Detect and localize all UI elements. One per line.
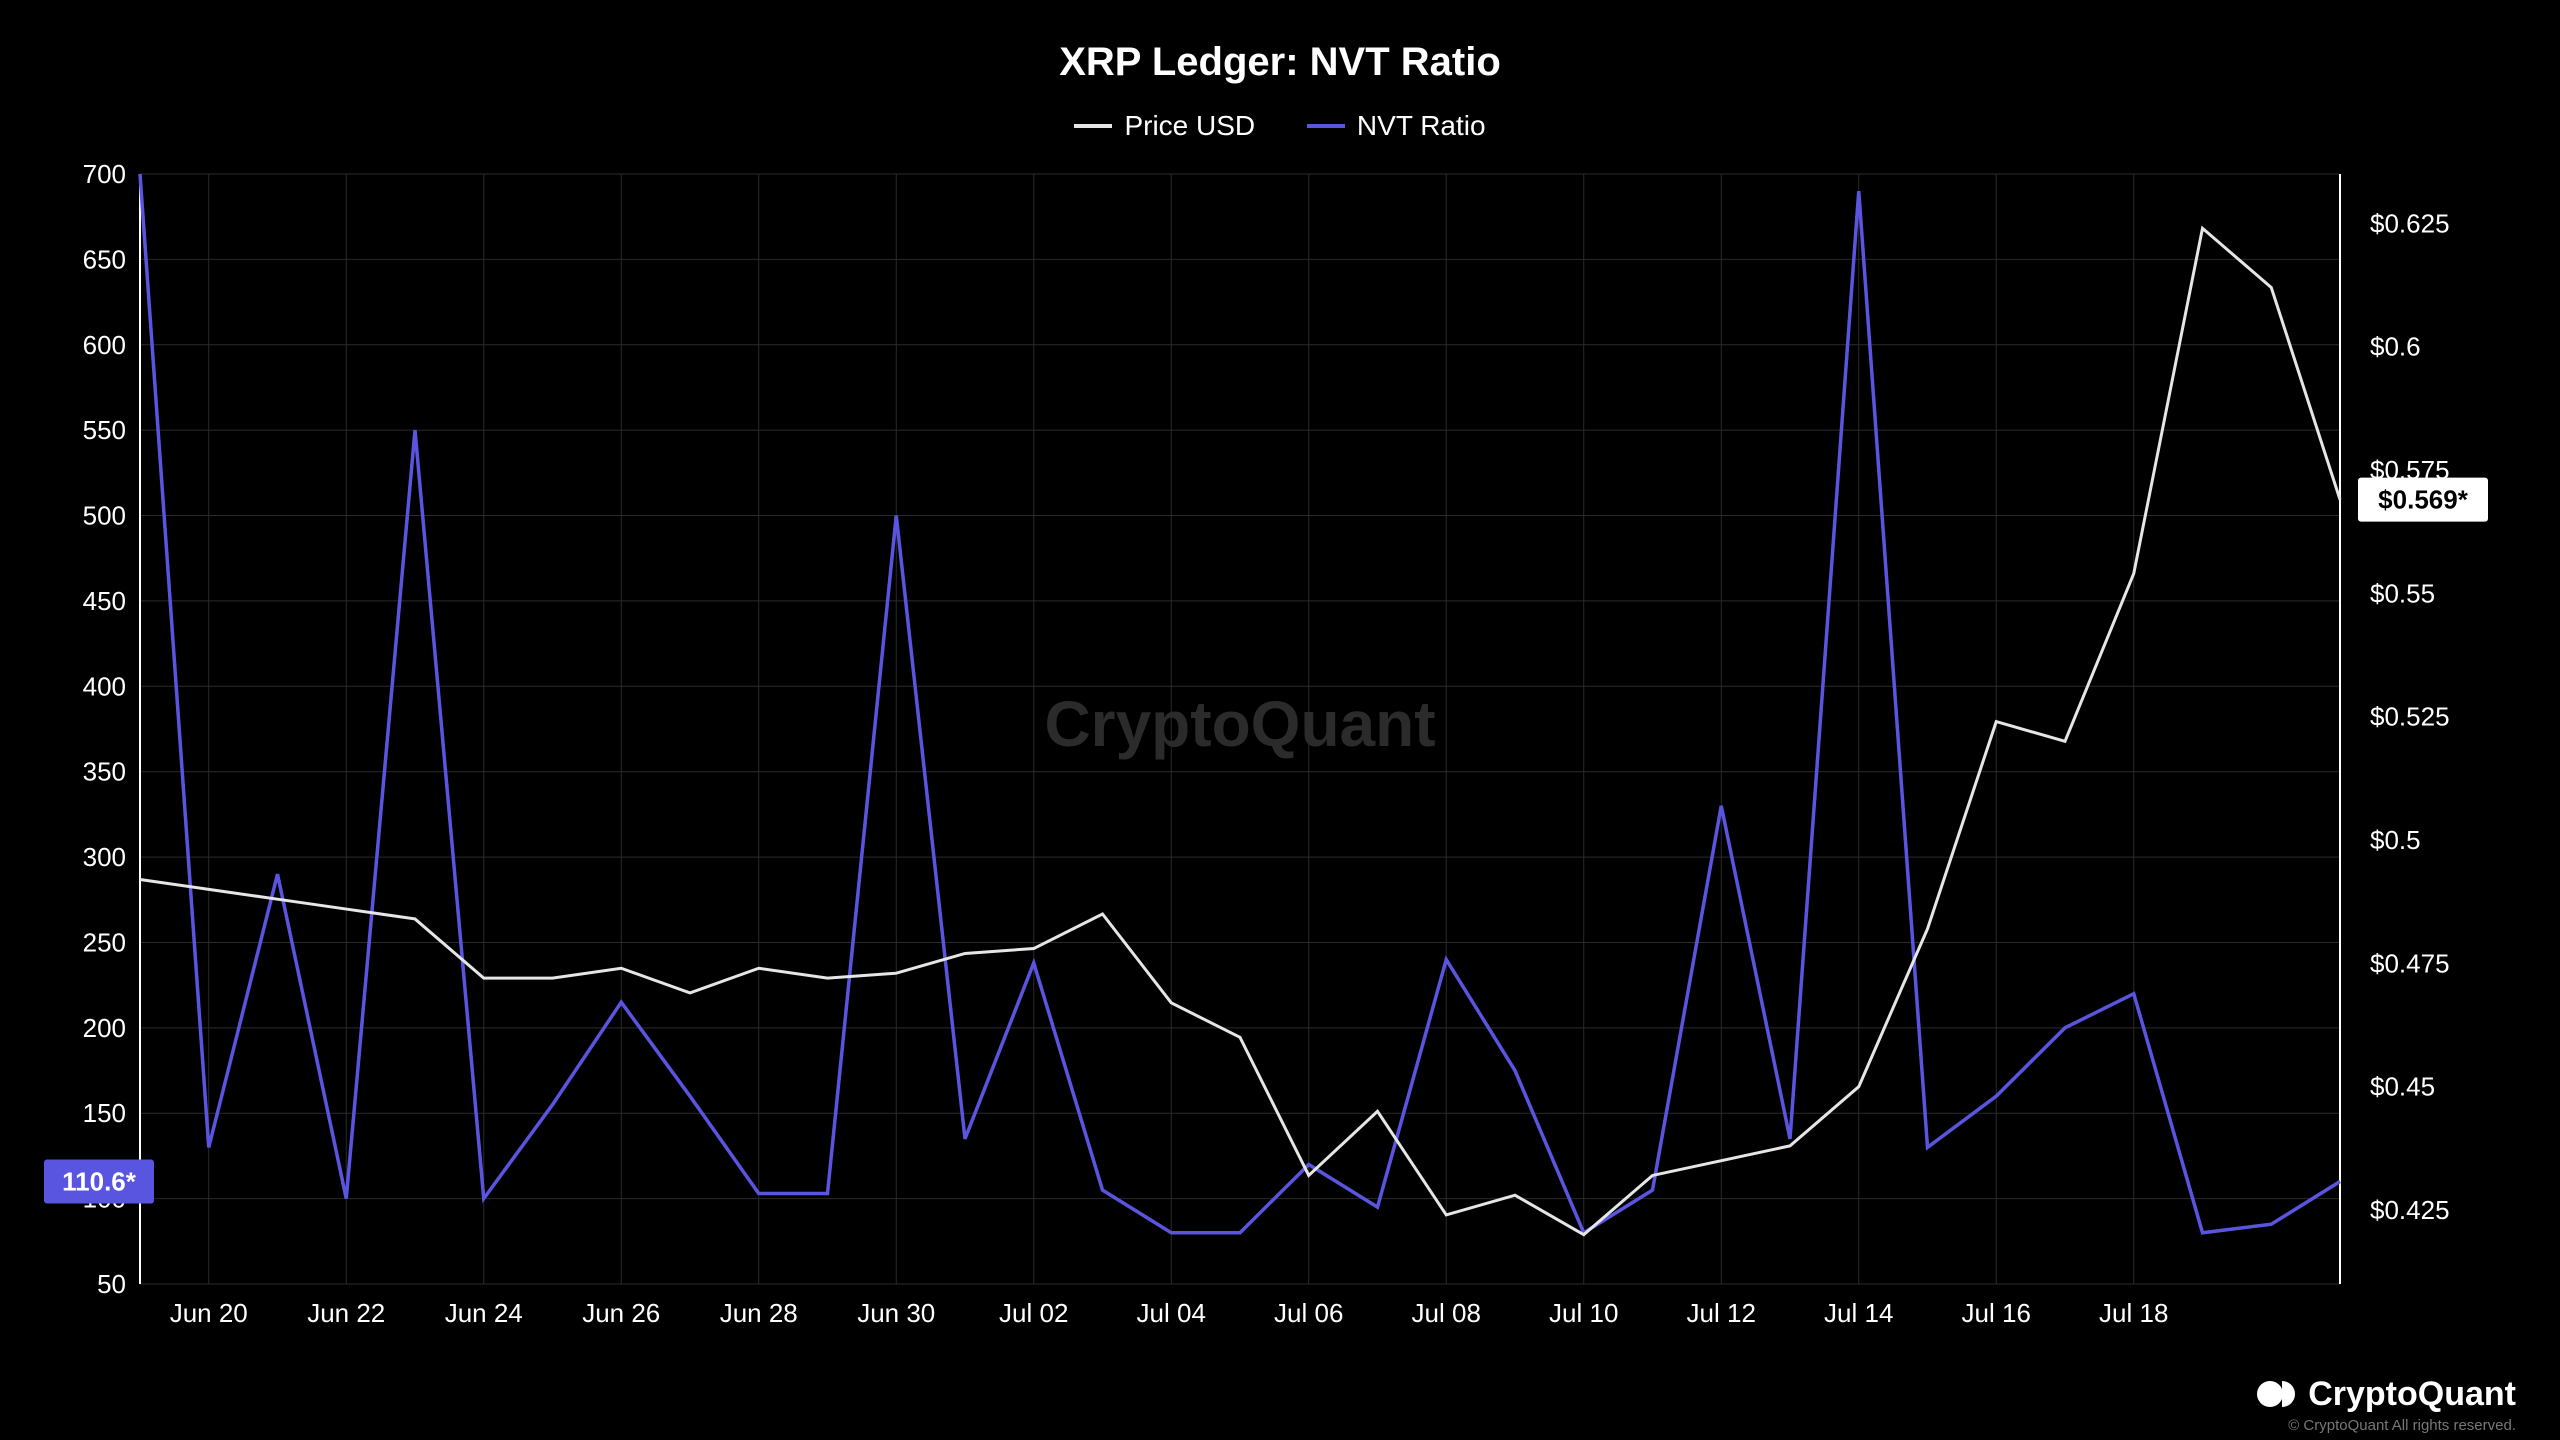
svg-text:$0.625: $0.625 — [2370, 208, 2450, 238]
svg-text:150: 150 — [83, 1098, 126, 1128]
svg-text:Jun 28: Jun 28 — [720, 1298, 798, 1328]
svg-text:$0.55: $0.55 — [2370, 578, 2435, 608]
svg-text:$0.475: $0.475 — [2370, 948, 2450, 978]
svg-text:Jul 02: Jul 02 — [999, 1298, 1068, 1328]
copyright: © CryptoQuant All rights reserved. — [2288, 1417, 2516, 1434]
svg-text:550: 550 — [83, 415, 126, 445]
svg-text:Jul 10: Jul 10 — [1549, 1298, 1618, 1328]
svg-text:110.6*: 110.6* — [62, 1167, 137, 1197]
svg-text:600: 600 — [83, 330, 126, 360]
footer-logo: CryptoQuant — [2256, 1374, 2516, 1414]
svg-text:Jun 24: Jun 24 — [445, 1298, 523, 1328]
legend-label-price: Price USD — [1124, 110, 1255, 142]
svg-text:$0.5: $0.5 — [2370, 825, 2421, 855]
svg-text:700: 700 — [83, 164, 126, 189]
svg-text:Jul 18: Jul 18 — [2099, 1298, 2168, 1328]
svg-text:250: 250 — [83, 927, 126, 957]
svg-text:$0.525: $0.525 — [2370, 702, 2450, 732]
legend-label-nvt: NVT Ratio — [1357, 110, 1486, 142]
plot-area: 5010015020025030035040045050055060065070… — [40, 164, 2520, 1349]
svg-text:Jun 26: Jun 26 — [582, 1298, 660, 1328]
svg-text:500: 500 — [83, 501, 126, 531]
svg-text:Jul 04: Jul 04 — [1137, 1298, 1206, 1328]
legend: Price USD NVT Ratio — [40, 103, 2520, 142]
svg-text:Jul 16: Jul 16 — [1962, 1298, 2031, 1328]
svg-text:Jul 06: Jul 06 — [1274, 1298, 1343, 1328]
svg-text:$0.45: $0.45 — [2370, 1072, 2435, 1102]
svg-text:$0.569*: $0.569* — [2378, 485, 2469, 515]
chart-title: XRP Ledger: NVT Ratio — [40, 40, 2520, 85]
svg-text:$0.425: $0.425 — [2370, 1195, 2450, 1225]
svg-text:Jun 30: Jun 30 — [857, 1298, 935, 1328]
svg-text:450: 450 — [83, 586, 126, 616]
svg-text:Jun 20: Jun 20 — [170, 1298, 248, 1328]
chart-container: XRP Ledger: NVT Ratio Price USD NVT Rati… — [40, 40, 2520, 1380]
svg-text:300: 300 — [83, 842, 126, 872]
svg-text:50: 50 — [97, 1269, 126, 1299]
logo-icon — [2256, 1374, 2296, 1414]
chart-svg: 5010015020025030035040045050055060065070… — [40, 164, 2520, 1344]
legend-item-price: Price USD — [1074, 110, 1255, 142]
svg-text:$0.6: $0.6 — [2370, 332, 2421, 362]
svg-text:CryptoQuant: CryptoQuant — [1044, 688, 1435, 760]
svg-text:Jul 14: Jul 14 — [1824, 1298, 1893, 1328]
svg-text:400: 400 — [83, 671, 126, 701]
svg-text:Jul 08: Jul 08 — [1412, 1298, 1481, 1328]
svg-text:650: 650 — [83, 244, 126, 274]
svg-text:200: 200 — [83, 1013, 126, 1043]
legend-swatch-price — [1074, 124, 1112, 128]
footer-brand: CryptoQuant — [2308, 1375, 2516, 1414]
legend-item-nvt: NVT Ratio — [1307, 110, 1486, 142]
svg-text:Jul 12: Jul 12 — [1687, 1298, 1756, 1328]
svg-text:Jun 22: Jun 22 — [307, 1298, 385, 1328]
svg-text:350: 350 — [83, 757, 126, 787]
legend-swatch-nvt — [1307, 124, 1345, 128]
